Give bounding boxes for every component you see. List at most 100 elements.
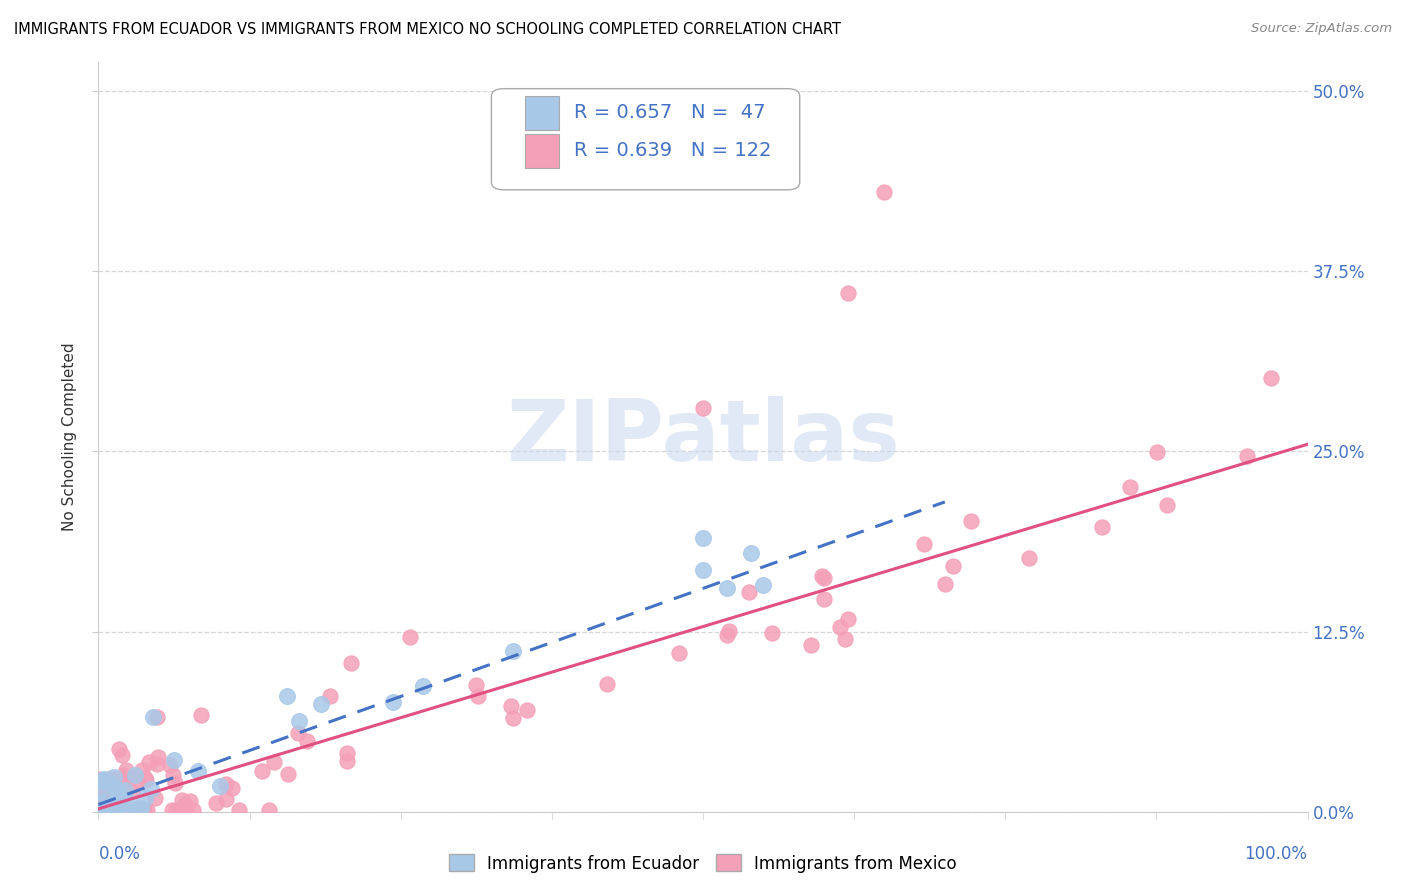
Point (138, 755, 160, 769)
Point (162, 768, 184, 782)
Point (98, 803, 121, 817)
Point (111, 792, 134, 806)
Point (873, 185, 896, 199)
Point (752, 578, 775, 592)
Point (1260, 371, 1282, 385)
Point (287, 725, 309, 739)
Point (738, 585, 761, 599)
Point (668, 646, 690, 660)
Point (160, 803, 183, 817)
Point (399, 630, 422, 644)
Point (837, 285, 859, 300)
Point (1156, 498, 1178, 512)
Point (135, 803, 157, 817)
Point (124, 768, 146, 782)
Point (89, 772, 111, 786)
Point (215, 777, 238, 791)
Point (181, 803, 204, 817)
Point (105, 803, 128, 817)
Text: 0.0%: 0.0% (98, 846, 141, 863)
Point (114, 763, 136, 777)
Point (100, 803, 122, 817)
Point (90, 803, 112, 817)
Point (467, 689, 489, 703)
Point (263, 755, 285, 769)
Point (112, 803, 135, 817)
Point (97, 803, 120, 817)
Point (101, 803, 124, 817)
Point (90, 790, 112, 805)
Point (813, 592, 835, 607)
Point (159, 757, 181, 772)
Point (107, 742, 129, 756)
Point (110, 747, 132, 762)
Point (340, 656, 363, 670)
Point (89, 784, 111, 798)
FancyBboxPatch shape (526, 96, 560, 130)
Point (107, 779, 129, 793)
Point (257, 803, 280, 817)
Point (276, 690, 298, 704)
Point (465, 678, 488, 692)
Point (295, 733, 318, 747)
Point (87, 778, 110, 792)
Legend: Immigrants from Ecuador, Immigrants from Mexico: Immigrants from Ecuador, Immigrants from… (443, 847, 963, 880)
Text: 100.0%: 100.0% (1244, 846, 1308, 863)
Point (173, 797, 195, 812)
Point (692, 401, 714, 416)
Point (90, 803, 112, 817)
Text: IMMIGRANTS FROM ECUADOR VS IMMIGRANTS FROM MEXICO NO SCHOOLING COMPLETED CORRELA: IMMIGRANTS FROM ECUADOR VS IMMIGRANTS FR… (14, 22, 841, 37)
Point (96, 781, 118, 796)
Point (97, 803, 120, 817)
Point (93, 773, 115, 788)
Point (309, 698, 332, 712)
Point (111, 803, 134, 817)
Point (131, 803, 153, 817)
Point (1146, 445, 1168, 459)
Point (93, 776, 115, 790)
Point (516, 703, 538, 717)
Point (125, 776, 148, 790)
Point (502, 711, 524, 725)
Point (502, 644, 524, 658)
Y-axis label: No Schooling Completed: No Schooling Completed (62, 343, 77, 532)
FancyBboxPatch shape (492, 88, 800, 190)
Point (98, 803, 121, 817)
Point (717, 624, 740, 639)
Point (89, 795, 111, 809)
Point (112, 803, 135, 817)
Point (692, 531, 714, 545)
Point (127, 803, 149, 817)
Point (89, 803, 111, 817)
Point (319, 689, 342, 703)
Point (172, 793, 194, 807)
Point (100, 771, 122, 785)
Point (111, 797, 134, 811)
Point (104, 786, 127, 800)
Point (89, 803, 111, 817)
Point (97, 797, 120, 811)
Point (103, 785, 125, 799)
Point (103, 803, 125, 817)
Point (176, 803, 198, 817)
Point (837, 612, 859, 626)
Point (129, 800, 152, 814)
Point (942, 558, 965, 573)
Point (501, 699, 523, 714)
Point (121, 803, 143, 817)
Point (716, 581, 738, 595)
Point (165, 776, 187, 790)
Point (134, 790, 156, 805)
Point (813, 570, 835, 584)
Point (800, 638, 823, 652)
Point (167, 803, 190, 817)
Point (111, 803, 134, 817)
Point (131, 763, 153, 777)
Point (129, 803, 152, 817)
Point (96, 803, 118, 817)
Point (94, 803, 117, 817)
Point (103, 803, 125, 817)
Point (1236, 450, 1258, 464)
Point (412, 679, 434, 693)
Point (114, 783, 136, 797)
